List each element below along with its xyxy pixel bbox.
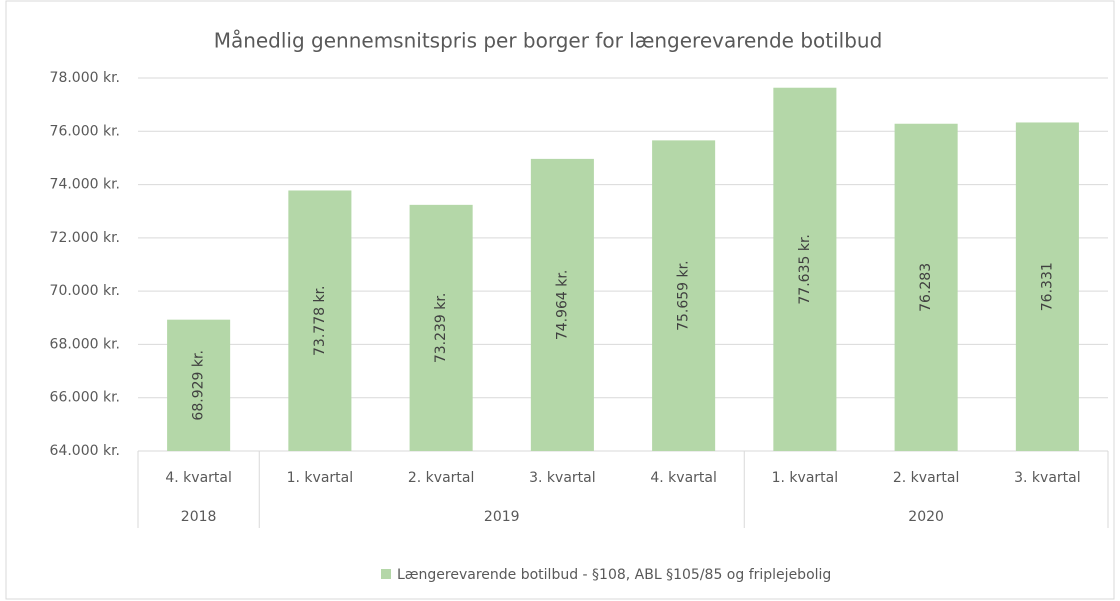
bar — [167, 319, 231, 451]
y-tick-label: 72.000 kr. — [50, 230, 120, 246]
bar — [1015, 122, 1079, 452]
bar — [773, 87, 837, 451]
y-tick-label: 64.000 kr. — [50, 443, 120, 459]
y-tick-label: 78.000 kr. — [50, 70, 120, 86]
value-label: 75.659 kr. — [676, 260, 692, 330]
y-tick-label: 76.000 kr. — [50, 123, 120, 139]
x-tick-label: 3. kvartal — [529, 470, 596, 486]
bar — [409, 204, 473, 451]
value-label: 76.331 — [1039, 262, 1055, 311]
legend-swatch — [381, 569, 391, 579]
x-tick-label: 2. kvartal — [893, 470, 960, 486]
x-tick-label: 1. kvartal — [772, 470, 839, 486]
x-tick-label: 1. kvartal — [287, 470, 354, 486]
value-label: 76.283 — [918, 263, 934, 312]
value-label: 77.635 kr. — [797, 234, 813, 304]
group-label: 2018 — [181, 509, 217, 525]
y-tick-label: 74.000 kr. — [50, 177, 120, 193]
x-tick-label: 4. kvartal — [165, 470, 232, 486]
chart-border — [5, 0, 1115, 600]
value-label: 73.778 kr. — [312, 286, 328, 356]
y-tick-label: 68.000 kr. — [50, 336, 120, 352]
value-label: 73.239 kr. — [433, 293, 449, 363]
value-label: 74.964 kr. — [554, 270, 570, 340]
x-tick-label: 3. kvartal — [1014, 470, 1081, 486]
x-tick-label: 2. kvartal — [408, 470, 475, 486]
legend-label: Længerevarende botilbud - §108, ABL §105… — [397, 567, 831, 583]
value-label: 68.929 kr. — [191, 350, 207, 420]
bar — [652, 140, 716, 452]
bar — [894, 123, 958, 451]
group-label: 2019 — [484, 509, 520, 525]
bar — [530, 158, 594, 452]
y-tick-label: 70.000 kr. — [50, 283, 120, 299]
chart-title: Månedlig gennemsnitspris per borger for … — [214, 29, 883, 53]
group-label: 2020 — [908, 509, 944, 525]
y-tick-label: 66.000 kr. — [50, 390, 120, 406]
bar — [288, 190, 352, 451]
x-tick-label: 4. kvartal — [650, 470, 717, 486]
